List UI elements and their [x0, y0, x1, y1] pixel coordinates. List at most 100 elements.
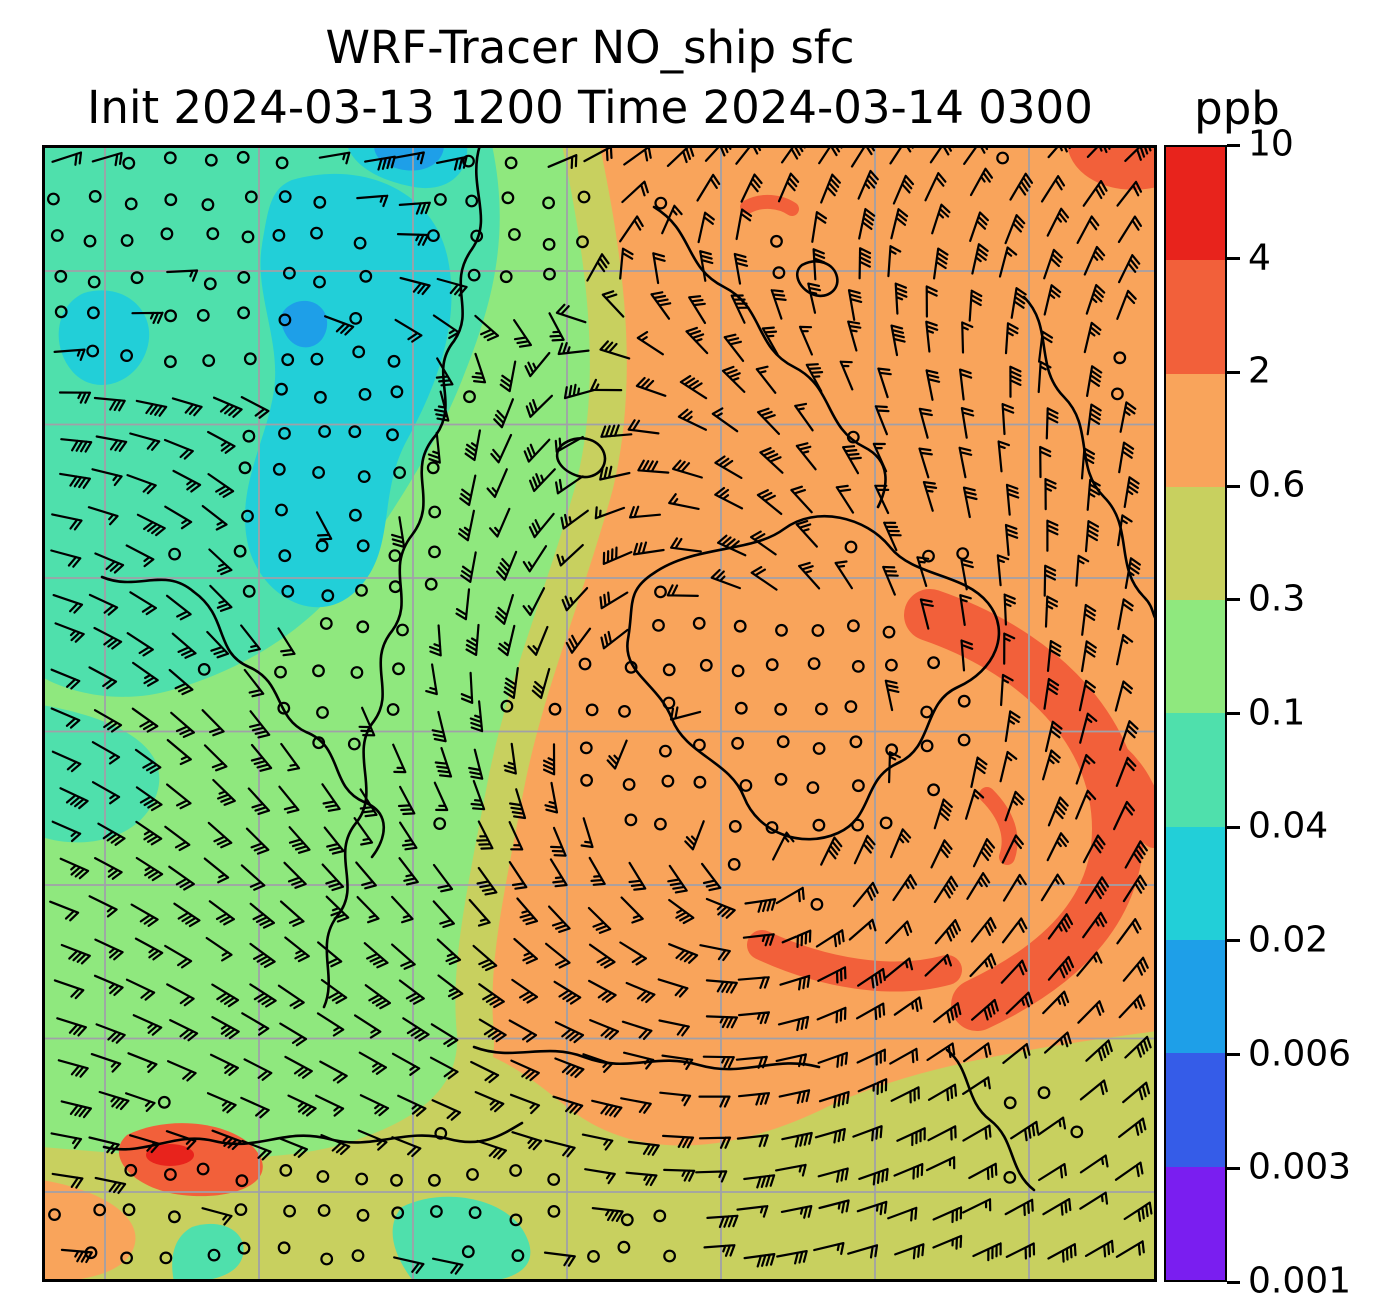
- wind-barb: [777, 1015, 810, 1032]
- wind-barb: [91, 741, 121, 765]
- colorbar-tick-label: 0.6: [1248, 464, 1306, 506]
- wind-barb: [207, 473, 235, 498]
- wind-barb: [1075, 554, 1090, 587]
- colorbar-segment: [1166, 1053, 1225, 1167]
- wind-barb: [857, 169, 879, 200]
- colorbar-tick-label: 10: [1248, 123, 1294, 165]
- wind-barb: [997, 440, 1010, 473]
- calm-wind-circle: [847, 619, 860, 633]
- wind-barb: [249, 902, 275, 929]
- calm-wind-circle: [314, 390, 327, 404]
- calm-wind-circle: [731, 664, 745, 678]
- wind-barb: [1009, 365, 1022, 398]
- wind-barb: [494, 594, 514, 625]
- wind-barb: [359, 788, 378, 818]
- wind-barb: [1039, 445, 1052, 479]
- wind-barb: [168, 668, 194, 696]
- calm-wind-circle: [774, 772, 788, 786]
- wind-barb: [486, 468, 508, 498]
- wind-barb: [470, 779, 486, 811]
- wind-barb: [1124, 1035, 1152, 1059]
- wind-barb: [50, 668, 81, 690]
- wind-barb: [516, 897, 539, 926]
- wind-barb: [775, 886, 805, 905]
- wind-barb: [761, 326, 779, 356]
- calm-wind-circle: [508, 228, 521, 241]
- calm-wind-circle: [242, 584, 256, 598]
- wind-barb: [1084, 876, 1110, 904]
- wind-barb: [241, 1139, 272, 1161]
- wind-barb: [436, 155, 468, 171]
- calm-wind-circle: [879, 816, 893, 830]
- wind-barb: [698, 1136, 732, 1149]
- calm-wind-circle: [164, 193, 178, 207]
- wind-barb: [51, 513, 83, 531]
- wind-barb: [883, 521, 902, 552]
- wind-barb: [696, 173, 721, 202]
- wind-barb: [1086, 365, 1103, 397]
- calm-wind-circle: [461, 1245, 475, 1259]
- wind-barb: [1123, 1201, 1153, 1222]
- calm-wind-circle: [654, 817, 667, 831]
- wind-barb: [925, 285, 938, 318]
- wind-barb: [738, 1011, 770, 1025]
- wind-barb: [594, 506, 626, 520]
- wind-barb: [503, 667, 519, 699]
- calm-wind-circle: [197, 663, 211, 676]
- calm-wind-circle: [542, 196, 556, 210]
- wind-barb: [132, 661, 159, 687]
- wind-barb: [127, 1052, 158, 1073]
- wind-barb: [1003, 593, 1016, 626]
- calm-wind-circle: [468, 1206, 482, 1219]
- wind-barb: [1001, 403, 1015, 436]
- calm-wind-circle: [849, 735, 863, 749]
- calm-wind-circle: [617, 1240, 631, 1254]
- wind-barb: [358, 1051, 387, 1075]
- wind-barb: [835, 484, 855, 514]
- wind-barb: [203, 744, 228, 772]
- calm-wind-circle: [164, 309, 178, 323]
- calm-wind-circle: [956, 547, 970, 561]
- wind-barb: [164, 944, 193, 969]
- calm-wind-circle: [315, 539, 329, 553]
- wind-barb: [736, 1205, 769, 1218]
- wind-barb: [1004, 523, 1019, 556]
- wind-barb: [241, 1012, 270, 1036]
- calm-wind-circle: [509, 1213, 523, 1227]
- wind-barb: [279, 900, 305, 927]
- wind-barb: [852, 881, 879, 908]
- calm-wind-circle: [157, 1095, 171, 1109]
- calm-wind-circle: [776, 735, 790, 749]
- wind-barb: [1004, 790, 1025, 822]
- wind-barb: [711, 407, 739, 433]
- wind-barb: [393, 151, 425, 165]
- wind-barb: [812, 248, 826, 281]
- calm-wind-circle: [775, 623, 788, 637]
- wind-barb: [317, 941, 343, 968]
- wind-barb: [1082, 911, 1108, 939]
- wind-barb: [600, 628, 629, 650]
- field-region: [374, 145, 444, 171]
- wind-barb: [929, 145, 955, 164]
- wind-barb: [53, 348, 86, 361]
- wind-barb: [619, 247, 634, 280]
- wind-barb: [927, 1083, 958, 1102]
- calm-wind-circle: [387, 354, 401, 368]
- wind-barb: [165, 1130, 197, 1150]
- wind-barb: [672, 459, 703, 479]
- wind-barb: [278, 785, 300, 814]
- calm-wind-circle: [201, 198, 215, 212]
- wind-barb: [50, 1132, 83, 1150]
- wind-barb: [1047, 1243, 1077, 1263]
- wind-barb: [1047, 796, 1069, 827]
- wind-barb: [391, 943, 416, 970]
- wind-barb: [1040, 873, 1065, 902]
- calm-wind-circle: [392, 662, 405, 676]
- wind-barb: [587, 906, 612, 934]
- calm-wind-circle: [548, 702, 562, 716]
- wind-barb: [499, 360, 517, 393]
- colorbar-tick-label: 0.02: [1248, 919, 1329, 961]
- wind-barb: [706, 1214, 739, 1229]
- wind-barb: [668, 493, 700, 510]
- wind-barb: [166, 783, 192, 810]
